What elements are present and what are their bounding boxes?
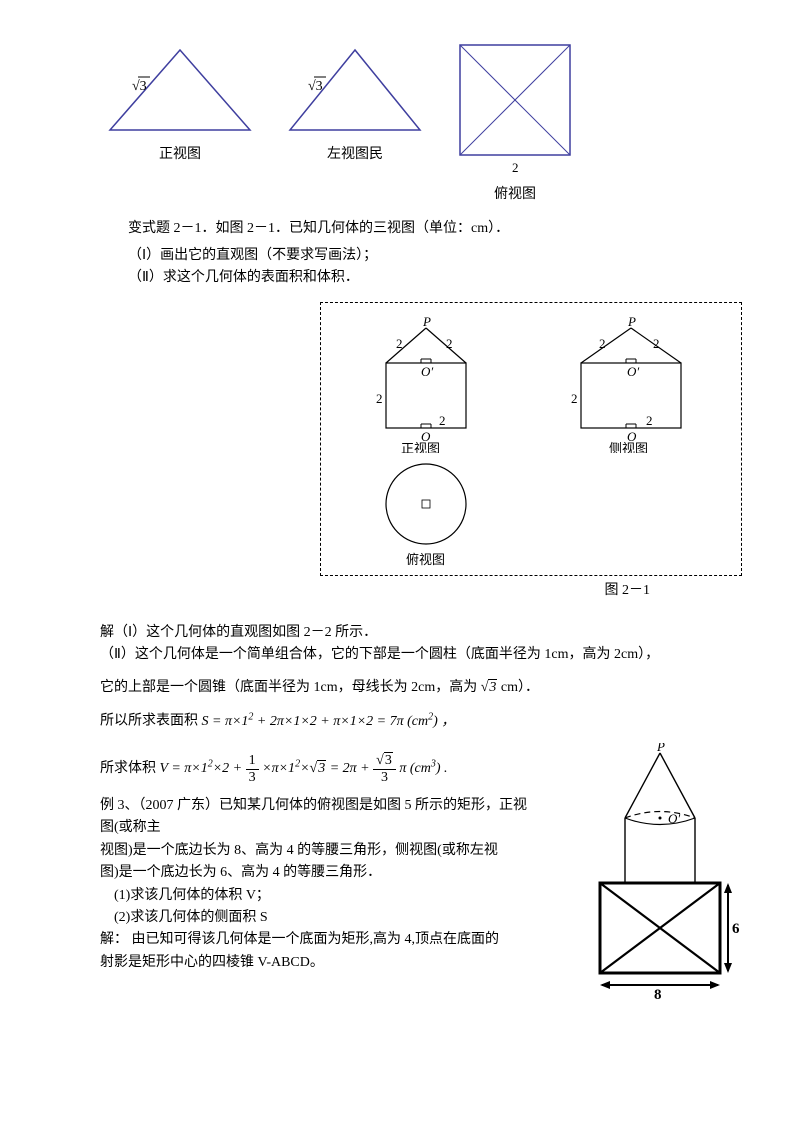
ex3-line4: 图)是一个底边长为 6、高为 4 的等腰三角形． xyxy=(100,862,570,884)
example3-text: 所求体积 V = π×12×2 + 13 ×π×12×√3 = 2π + √33… xyxy=(100,743,570,974)
ex3-ans1: 解： 由已知可得该几何体是一个底面为矩形,高为 4,顶点在底面的 xyxy=(100,929,570,951)
top-view-label: 俯视图 xyxy=(450,184,580,206)
fig-row-2: 俯视图 xyxy=(341,459,721,569)
problem-2-title: 变式题 2－1．如图 2－1．已知几何体的三视图（单位：cm）． xyxy=(100,218,740,240)
figure-2-1-box: P 2 2 O′ 2 2 O 正视图 P 2 2 xyxy=(320,302,742,576)
fig21-caption: 图 2－1 xyxy=(100,580,650,602)
left-view-group: √3 左视图民 xyxy=(280,40,430,206)
ex3-q1: (1)求该几何体的体积 V； xyxy=(100,885,570,907)
sqrt3-label: √3 xyxy=(132,79,147,94)
ex3-line2: 图(或称主 xyxy=(100,817,570,839)
ex3-line3: 视图)是一个底边长为 8、高为 4 的等腰三角形，侧视图(或称左视 xyxy=(100,840,570,862)
dim-2: 2 xyxy=(512,160,519,175)
svg-text:侧视图: 侧视图 xyxy=(609,441,648,453)
example3-figure: P O′ 6 xyxy=(580,743,740,1011)
svg-text:6: 6 xyxy=(732,921,740,937)
svg-text:2: 2 xyxy=(599,336,606,351)
top-view-group: 2 俯视图 xyxy=(450,40,580,206)
fig21-top: 俯视图 xyxy=(351,459,501,569)
svg-text:8: 8 xyxy=(654,987,662,1003)
svg-text:O′: O′ xyxy=(627,364,639,379)
front-view-group: √3 正视图 xyxy=(100,40,260,206)
ex3-ans2: 射影是矩形中心的四棱锥 V-ABCD。 xyxy=(100,952,570,974)
svg-text:2: 2 xyxy=(653,336,660,351)
front-view-triangle: √3 xyxy=(100,40,260,140)
volume-formula: 所求体积 V = π×12×2 + 13 ×π×12×√3 = 2π + √33… xyxy=(100,753,570,785)
problem-2-part1: （Ⅰ）画出它的直观图（不要求写画法）； xyxy=(128,245,740,267)
cone-cylinder-fig: P O′ 6 xyxy=(580,743,740,1003)
svg-text:2: 2 xyxy=(376,391,383,406)
svg-text:俯视图: 俯视图 xyxy=(406,552,445,567)
example3-wrap: 所求体积 V = π×12×2 + 13 ×π×12×√3 = 2π + √33… xyxy=(100,743,740,1011)
surface-formula: 所以所求表面积 S = π×12 + 2π×1×2 + π×1×2 = 7π (… xyxy=(100,709,740,733)
left-view-label: 左视图民 xyxy=(280,144,430,166)
svg-text:P: P xyxy=(627,314,636,329)
s3-sqrt: 3 xyxy=(488,679,497,695)
svg-text:2: 2 xyxy=(439,413,446,428)
solution-line-3: 它的上部是一个圆锥（底面半径为 1cm，母线长为 2cm，高为 √3 cm）． xyxy=(100,677,740,699)
svg-text:2: 2 xyxy=(646,413,653,428)
s3-prefix: 它的上部是一个圆锥（底面半径为 1cm，母线长为 2cm，高为 xyxy=(100,680,477,695)
three-views-row: √3 正视图 √3 左视图民 2 俯视图 xyxy=(100,40,740,206)
svg-text:P: P xyxy=(422,314,431,329)
svg-text:P: P xyxy=(656,743,665,754)
ex3-q2: (2)求该几何体的侧面积 S xyxy=(100,907,570,929)
problem-2-part2: （Ⅱ）求这个几何体的表面积和体积． xyxy=(128,267,740,289)
svg-text:O′: O′ xyxy=(421,364,433,379)
left-view-triangle: √3 xyxy=(280,40,430,140)
document-page: √3 正视图 √3 左视图民 2 俯视图 变式题 2－1．如图 2－1．已知几何… xyxy=(0,0,800,1052)
surface-prefix: 所以所求表面积 xyxy=(100,714,198,729)
vol-prefix: 所求体积 xyxy=(100,761,156,776)
fig21-front: P 2 2 O′ 2 2 O 正视图 xyxy=(351,313,501,453)
top-view-square: 2 xyxy=(450,40,580,180)
svg-text:2: 2 xyxy=(446,336,453,351)
ex3-line1: 例 3、（2007 广东）已知某几何体的俯视图是如图 5 所示的矩形，正视 xyxy=(100,795,570,817)
front-view-label: 正视图 xyxy=(100,144,260,166)
svg-text:正视图: 正视图 xyxy=(401,441,440,453)
solution-line-1: 解（Ⅰ）这个几何体的直观图如图 2－2 所示． xyxy=(100,622,740,644)
solution-line-2: （Ⅱ）这个几何体是一个简单组合体，它的下部是一个圆柱（底面半径为 1cm，高为 … xyxy=(100,644,740,666)
sqrt3-label-2: √3 xyxy=(308,79,323,94)
fig21-side: P 2 2 O′ 2 2 O 侧视图 xyxy=(551,313,711,453)
svg-text:O′: O′ xyxy=(668,811,680,826)
svg-text:2: 2 xyxy=(396,336,403,351)
svg-text:2: 2 xyxy=(571,391,578,406)
fig-row-1: P 2 2 O′ 2 2 O 正视图 P 2 2 xyxy=(341,313,721,453)
s3-suffix: cm）． xyxy=(501,680,539,695)
